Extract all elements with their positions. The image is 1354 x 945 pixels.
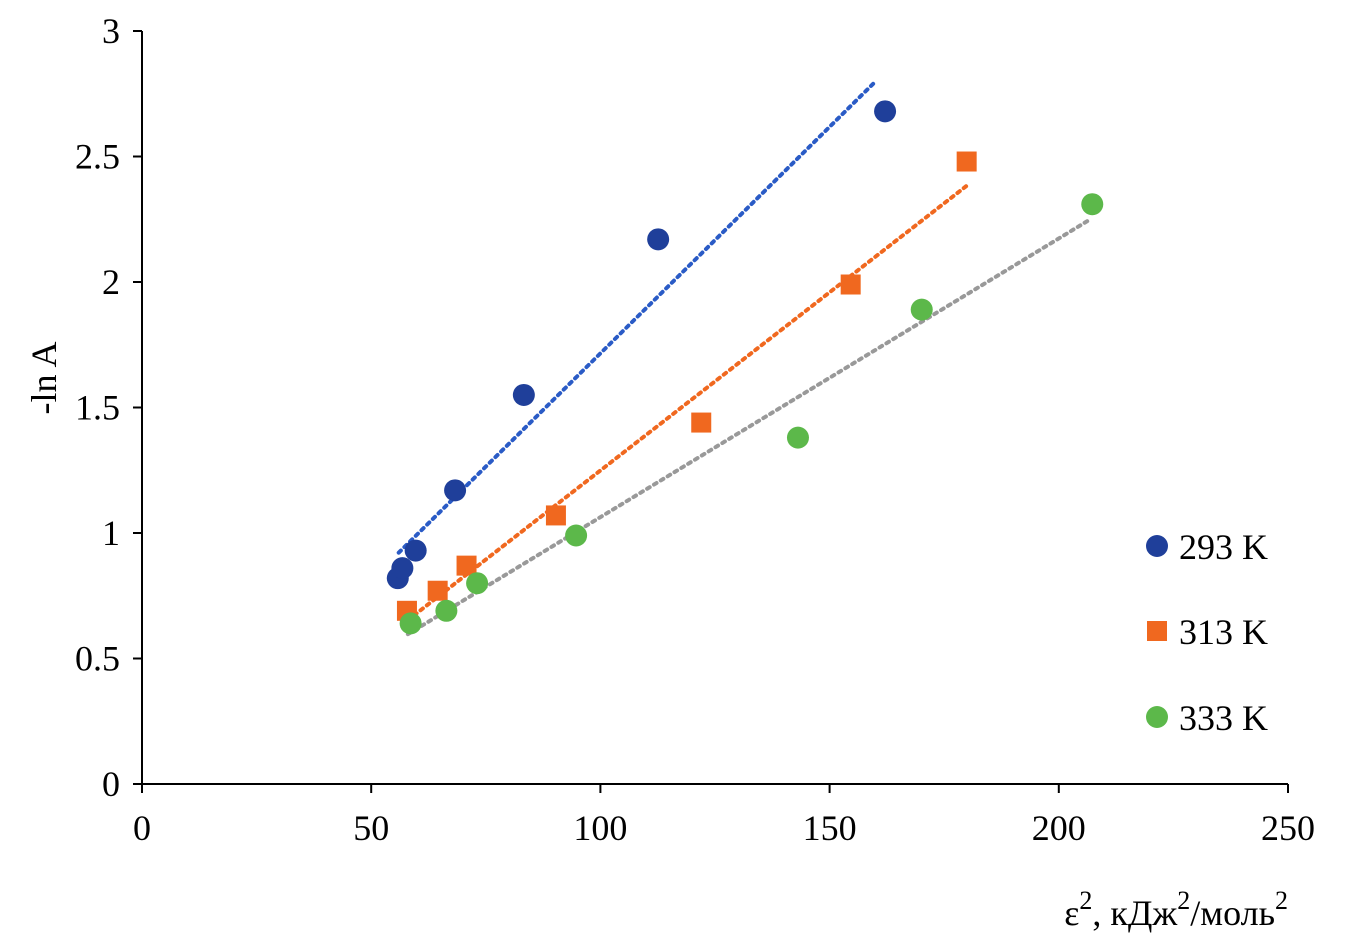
data-point-313-k <box>456 555 477 576</box>
data-point-293-k <box>404 539 427 562</box>
trendline-333-k <box>405 216 1093 637</box>
data-point-313-k <box>691 412 712 433</box>
x-tick-label: 0 <box>133 808 151 848</box>
legend-marker-293-k <box>1146 535 1168 557</box>
y-tick-label: 3 <box>102 11 120 51</box>
x-tick-label: 50 <box>353 808 389 848</box>
data-point-293-k <box>874 100 897 123</box>
x-axis-title-tail: /моль <box>1190 893 1275 933</box>
y-tick-label: 1 <box>102 513 120 553</box>
legend-label-333-k: 333 K <box>1179 698 1268 738</box>
legend: 293 K 313 K 333 K <box>1146 527 1268 738</box>
legend-label-293-k: 293 K <box>1179 527 1268 567</box>
trendline-313-k <box>405 183 970 623</box>
data-point-313-k <box>427 580 448 601</box>
data-points <box>386 100 1104 635</box>
data-point-333-k <box>466 572 489 595</box>
y-tick-label: 0 <box>102 764 120 804</box>
data-point-333-k <box>565 524 588 547</box>
x-axis-title-sup3: 2 <box>1275 886 1288 915</box>
x-tick-label: 200 <box>1032 808 1086 848</box>
x-axis-title-mid: , кДж <box>1092 893 1178 933</box>
data-point-313-k <box>545 505 566 526</box>
x-tick-label: 250 <box>1261 808 1315 848</box>
y-tick-label: 2.5 <box>75 137 120 177</box>
y-tick-label: 2 <box>102 262 120 302</box>
data-point-293-k <box>444 479 467 502</box>
data-point-293-k <box>391 557 414 580</box>
y-tick-label: 1.5 <box>75 388 120 428</box>
legend-marker-313-k <box>1147 621 1167 641</box>
data-point-333-k <box>1081 193 1104 216</box>
data-point-313-k <box>840 274 861 295</box>
x-axis-title: ε2, кДж2/моль2 <box>1064 886 1288 933</box>
data-point-333-k <box>435 599 458 622</box>
x-axis-title-sup1: 2 <box>1079 886 1092 915</box>
y-axis-title: -ln A <box>24 341 64 414</box>
x-tick-label: 150 <box>803 808 857 848</box>
data-point-313-k <box>956 151 977 172</box>
data-point-333-k <box>399 612 422 635</box>
data-point-293-k <box>647 228 670 251</box>
y-tick-label: 0.5 <box>75 639 120 679</box>
axes: 0 50 100 150 200 250 0 0.5 1 1.5 2 2.5 3 <box>75 11 1315 848</box>
data-point-333-k <box>786 426 809 449</box>
data-point-293-k <box>512 383 535 406</box>
trendlines <box>396 79 1093 637</box>
x-axis-title-base: ε <box>1064 893 1079 933</box>
legend-marker-333-k <box>1146 706 1168 728</box>
data-point-333-k <box>910 298 933 321</box>
trendline-293-k <box>396 79 878 555</box>
x-axis-title-sup2: 2 <box>1177 886 1190 915</box>
legend-label-313-k: 313 K <box>1179 612 1268 652</box>
x-tick-label: 100 <box>573 808 627 848</box>
